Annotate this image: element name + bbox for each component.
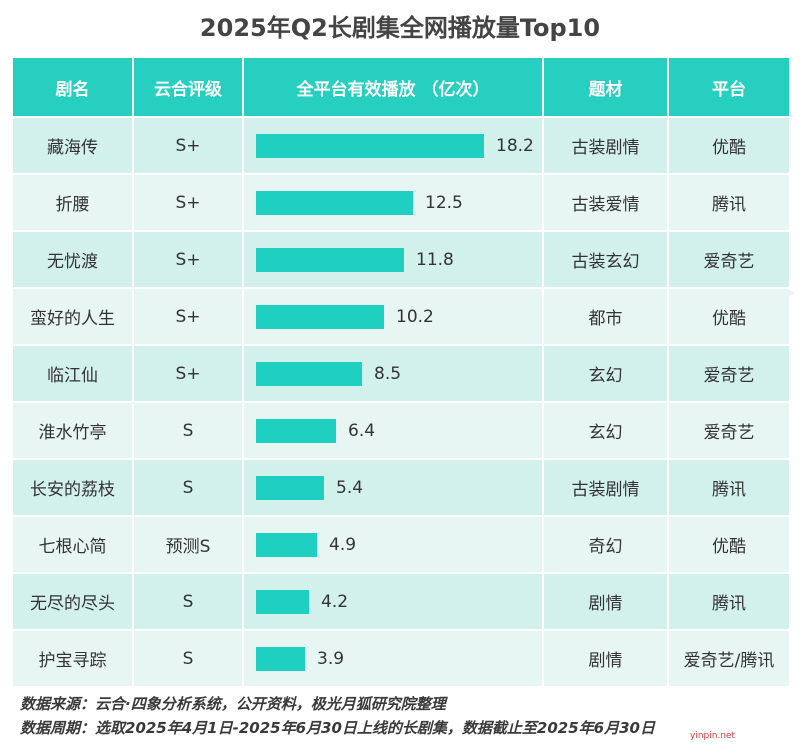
rating-cell: 预测S: [133, 516, 243, 573]
header-genre: 题材: [543, 58, 668, 117]
plays-cell: 4.2: [243, 573, 543, 630]
plays-value-label: 8.5: [374, 362, 401, 386]
genre-cell: 古装剧情: [543, 459, 668, 516]
plays-value-label: 3.9: [317, 647, 344, 671]
table-row: 临江仙 S+ 8.5 玄幻 爱奇艺: [13, 345, 789, 402]
footer-source: 数据来源：云合·四象分析系统，公开资料，极光月狐研究院整理: [20, 693, 446, 714]
drama-title: 折腰: [13, 174, 133, 231]
genre-cell: 古装剧情: [543, 117, 668, 174]
plays-value-label: 12.5: [425, 191, 463, 215]
header-platform: 平台: [668, 58, 789, 117]
header-plays: 全平台有效播放 （亿次）: [243, 58, 543, 117]
genre-cell: 古装玄幻: [543, 231, 668, 288]
plays-bar: [256, 647, 305, 671]
plays-cell: 8.5: [243, 345, 543, 402]
rating-cell: S: [133, 459, 243, 516]
platform-cell: 优酷: [668, 117, 789, 174]
drama-title: 长安的荔枝: [13, 459, 133, 516]
genre-cell: 玄幻: [543, 345, 668, 402]
rating-cell: S: [133, 402, 243, 459]
rating-cell: S+: [133, 345, 243, 402]
genre-cell: 玄幻: [543, 402, 668, 459]
plays-value-label: 4.2: [321, 590, 348, 614]
plays-cell: 18.2: [243, 117, 543, 174]
plays-bar: [256, 419, 336, 443]
plays-value-label: 10.2: [396, 305, 434, 329]
rating-cell: S+: [133, 288, 243, 345]
table-header-row: 剧名 云合评级 全平台有效播放 （亿次） 题材 平台: [13, 58, 789, 117]
platform-cell: 爱奇艺: [668, 231, 789, 288]
plays-cell: 11.8: [243, 231, 543, 288]
table-row: 蛮好的人生 S+ 10.2 都市 优酷: [13, 288, 789, 345]
rating-cell: S+: [133, 174, 243, 231]
drama-title: 淮水竹亭: [13, 402, 133, 459]
plays-cell: 3.9: [243, 630, 543, 686]
drama-title: 蛮好的人生: [13, 288, 133, 345]
plays-bar: [256, 362, 362, 386]
brand-mark: yinpin.net: [690, 731, 735, 741]
plays-bar: [256, 134, 484, 158]
table-row: 淮水竹亭 S 6.4 玄幻 爱奇艺: [13, 402, 789, 459]
platform-cell: 优酷: [668, 288, 789, 345]
ranking-table: 剧名 云合评级 全平台有效播放 （亿次） 题材 平台 藏海传 S+ 18.2 古装剧情…: [13, 58, 789, 686]
plays-value-label: 11.8: [416, 248, 454, 272]
platform-cell: 爱奇艺/腾讯: [668, 630, 789, 686]
rating-cell: S+: [133, 117, 243, 174]
table-row: 折腰 S+ 12.5 古装爱情 腾讯: [13, 174, 789, 231]
footer-period: 数据周期：选取2025年4月1日-2025年6月30日上线的长剧集，数据截止至2…: [20, 717, 655, 738]
table-row: 无忧渡 S+ 11.8 古装玄幻 爱奇艺: [13, 231, 789, 288]
rating-cell: S: [133, 573, 243, 630]
table-row: 护宝寻踪 S 3.9 剧情 爱奇艺/腾讯: [13, 630, 789, 686]
drama-title: 无尽的尽头: [13, 573, 133, 630]
plays-cell: 4.9: [243, 516, 543, 573]
rating-cell: S: [133, 630, 243, 686]
header-title: 剧名: [13, 58, 133, 117]
platform-cell: 爱奇艺: [668, 402, 789, 459]
drama-title: 临江仙: [13, 345, 133, 402]
table-row: 藏海传 S+ 18.2 古装剧情 优酷: [13, 117, 789, 174]
plays-cell: 12.5: [243, 174, 543, 231]
platform-cell: 腾讯: [668, 573, 789, 630]
drama-title: 护宝寻踪: [13, 630, 133, 686]
platform-cell: 爱奇艺: [668, 345, 789, 402]
table-body: 藏海传 S+ 18.2 古装剧情 优酷 折腰 S+ 12.5 古装爱情 腾讯 无忧渡 S+ 11.8 古装…: [13, 117, 789, 686]
plays-bar: [256, 191, 413, 215]
genre-cell: 古装爱情: [543, 174, 668, 231]
chart-title: 2025年Q2长剧集全网播放量Top10: [0, 8, 800, 43]
plays-value-label: 5.4: [336, 476, 363, 500]
plays-cell: 10.2: [243, 288, 543, 345]
drama-title: 无忧渡: [13, 231, 133, 288]
rating-cell: S+: [133, 231, 243, 288]
plays-bar: [256, 305, 384, 329]
plays-value-label: 18.2: [496, 134, 534, 158]
plays-value-label: 4.9: [329, 533, 356, 557]
table-row: 七根心简 预测S 4.9 奇幻 优酷: [13, 516, 789, 573]
table-row: 长安的荔枝 S 5.4 古装剧情 腾讯: [13, 459, 789, 516]
drama-title: 藏海传: [13, 117, 133, 174]
platform-cell: 腾讯: [668, 174, 789, 231]
plays-bar: [256, 533, 317, 557]
plays-bar: [256, 590, 309, 614]
genre-cell: 剧情: [543, 630, 668, 686]
plays-cell: 5.4: [243, 459, 543, 516]
plays-bar: [256, 248, 404, 272]
genre-cell: 都市: [543, 288, 668, 345]
plays-bar: [256, 476, 324, 500]
genre-cell: 奇幻: [543, 516, 668, 573]
platform-cell: 优酷: [668, 516, 789, 573]
genre-cell: 剧情: [543, 573, 668, 630]
header-rating: 云合评级: [133, 58, 243, 117]
platform-cell: 腾讯: [668, 459, 789, 516]
plays-cell: 6.4: [243, 402, 543, 459]
table-row: 无尽的尽头 S 4.2 剧情 腾讯: [13, 573, 789, 630]
plays-value-label: 6.4: [348, 419, 375, 443]
drama-title: 七根心简: [13, 516, 133, 573]
